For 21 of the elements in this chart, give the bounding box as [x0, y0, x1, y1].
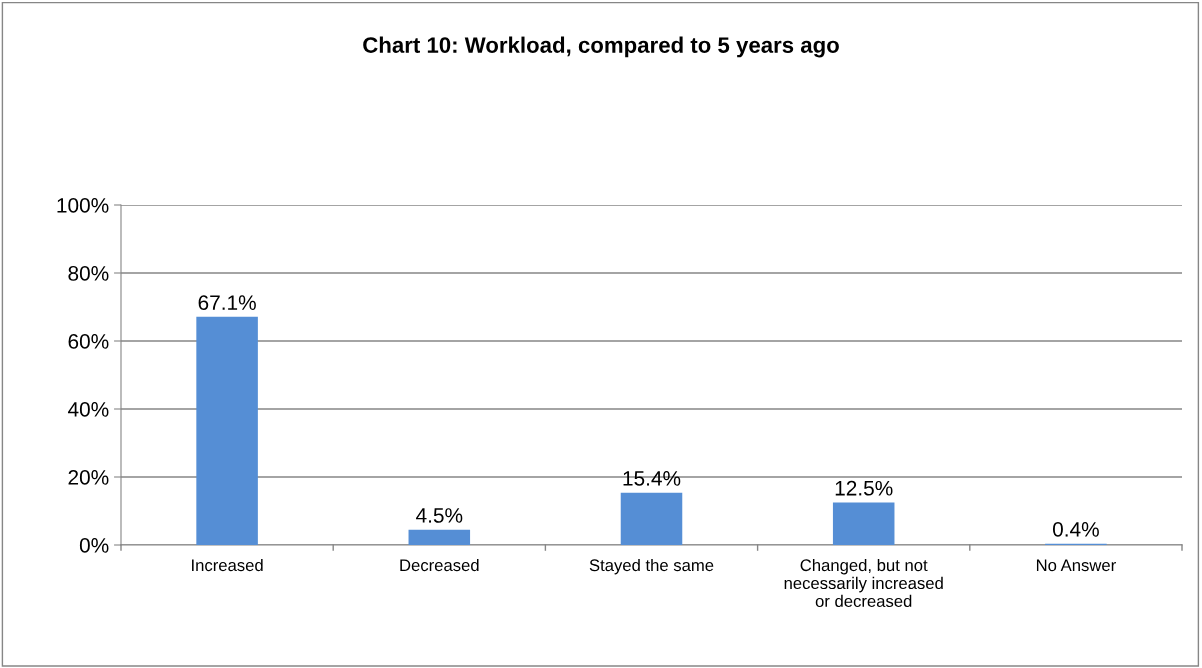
- y-tick-label: 40%: [67, 402, 109, 417]
- x-tick-label: Changed, but not necessarily increased or decreased: [784, 558, 943, 608]
- chart-title: Chart 10: Workload, compared to 5 years ago: [363, 36, 839, 58]
- data-label: 4.5%: [416, 508, 463, 523]
- data-label: 15.4%: [623, 471, 681, 486]
- x-tick-label: No Answer: [1036, 559, 1116, 572]
- x-tick-label: Stayed the same: [589, 558, 714, 575]
- bar: [620, 492, 683, 545]
- data-label: 67.1%: [198, 295, 256, 310]
- y-tick-label: 80%: [68, 266, 109, 281]
- bar: [408, 529, 471, 545]
- x-tick-label: Increased: [192, 558, 263, 572]
- data-label: 12.5%: [835, 480, 893, 496]
- y-tick-label: 0%: [79, 538, 109, 553]
- x-tick-label: Decreased: [400, 558, 479, 572]
- data-label: 0.4%: [1052, 521, 1099, 537]
- bar: [196, 316, 258, 545]
- bar: [832, 502, 895, 545]
- y-tick-label: 20%: [68, 470, 109, 485]
- y-tick-label: 100%: [57, 198, 109, 213]
- y-tick-label: 60%: [68, 334, 109, 349]
